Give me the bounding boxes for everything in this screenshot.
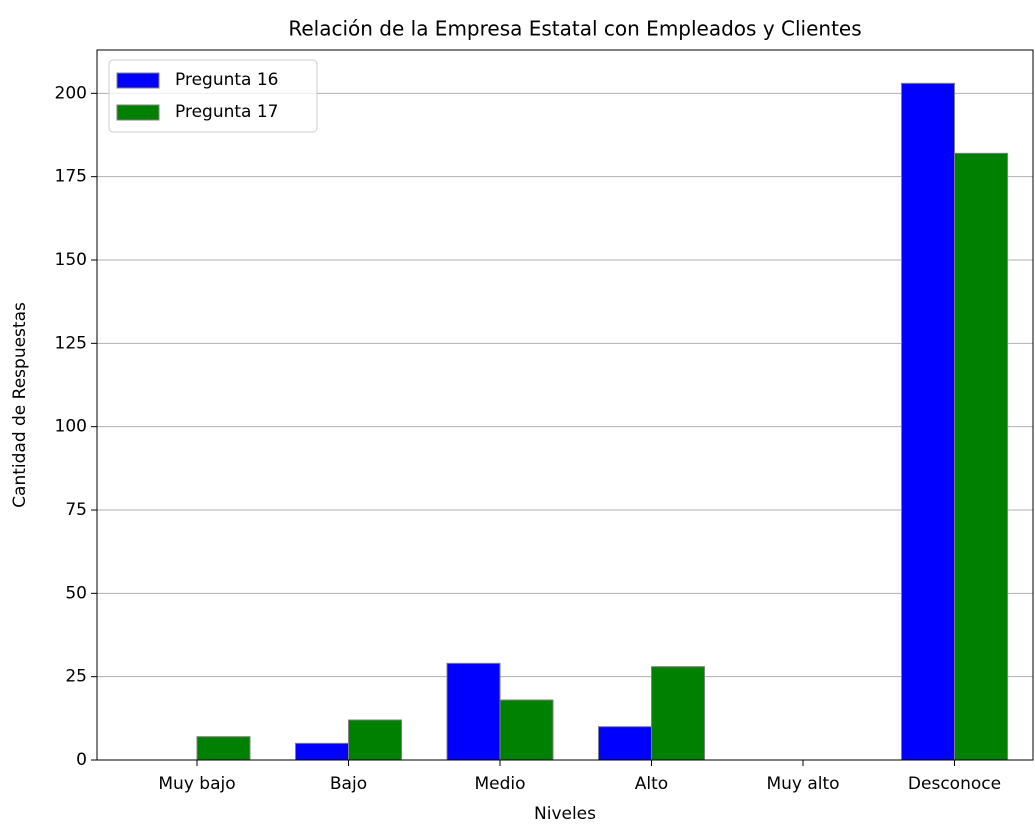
- bar: [901, 82, 955, 761]
- y-tick-label: 125: [55, 333, 87, 353]
- y-tick-label: 50: [65, 583, 87, 603]
- y-tick-label: 175: [55, 167, 87, 187]
- bar: [651, 666, 705, 761]
- x-tick-label: Desconoce: [908, 774, 1001, 794]
- y-tick-label: 200: [55, 83, 87, 103]
- bar: [499, 699, 554, 761]
- legend-box: [108, 59, 318, 133]
- legend-swatch: [116, 104, 160, 121]
- x-tick-label: Alto: [635, 774, 668, 794]
- legend-label: Pregunta 16: [175, 70, 279, 90]
- x-tick-label: Muy alto: [766, 774, 839, 794]
- bar: [446, 662, 501, 761]
- legend-label: Pregunta 17: [175, 102, 279, 122]
- y-tick-label: 150: [55, 250, 87, 270]
- x-tick-label: Bajo: [330, 774, 367, 794]
- y-tick-label: 75: [65, 500, 87, 520]
- x-axis-label: Niveles: [534, 804, 596, 824]
- bar: [295, 742, 349, 761]
- bar: [954, 152, 1008, 761]
- bar: [598, 726, 652, 761]
- y-axis-label: Cantidad de Respuestas: [10, 302, 30, 508]
- bar: [196, 736, 251, 761]
- bar: [348, 719, 402, 761]
- y-tick-label: 100: [55, 417, 87, 437]
- y-tick-label: 0: [76, 750, 87, 770]
- legend: Pregunta 16 Pregunta 17: [108, 59, 318, 133]
- x-tick-label: Muy bajo: [158, 774, 235, 794]
- legend-swatch: [116, 72, 160, 89]
- plot-frame: [96, 49, 1034, 761]
- y-tick-label: 25: [65, 667, 87, 687]
- chart-title: Relación de la Empresa Estatal con Emple…: [288, 17, 861, 41]
- x-tick-label: Medio: [474, 774, 525, 794]
